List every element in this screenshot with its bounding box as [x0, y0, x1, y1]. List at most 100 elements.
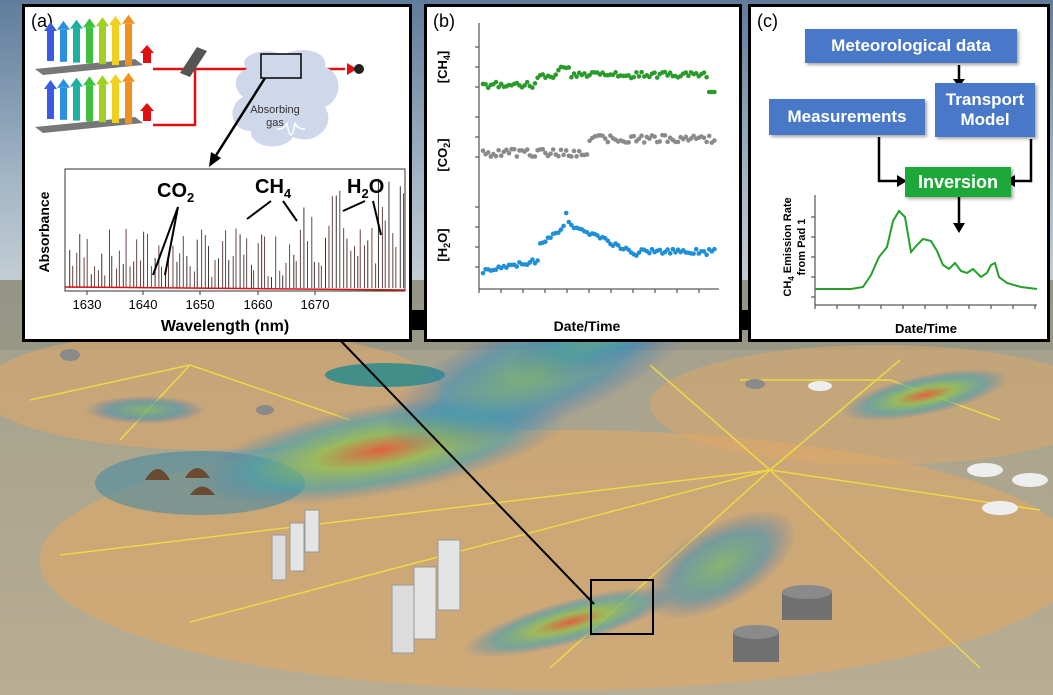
co2-point: [631, 133, 637, 139]
detector-icon: [354, 64, 364, 74]
gas-focus-box: [260, 53, 302, 79]
comb-tooth: [99, 84, 106, 123]
co2-point: [576, 148, 582, 154]
comb-red-tooth: [143, 111, 151, 121]
co2-point: [704, 139, 709, 145]
h2o-point: [558, 227, 564, 232]
h2o-point: [667, 251, 673, 256]
comb-tooth: [47, 89, 54, 119]
comb-tooth: [47, 31, 54, 61]
co2-point: [647, 136, 652, 141]
comb-red-tooth: [143, 53, 151, 63]
panel-b-graphics: [CH4] [CO2] [H2O] Date/Time: [435, 23, 719, 334]
ch4-point: [553, 72, 559, 77]
co2-point: [662, 133, 668, 138]
co2-point: [485, 150, 491, 155]
panel-b-concentration-timeseries: (b) [CH4] [CO2] [H2O] Date/Time: [424, 4, 742, 342]
comb-tooth-head: [122, 72, 135, 82]
comb-tooth: [112, 25, 119, 65]
h2o-point: [665, 247, 670, 252]
molecule-pointer-arrows: [152, 200, 382, 276]
co2-point: [639, 133, 644, 139]
spectrum-ylabel: Absorbance: [36, 191, 52, 272]
spectrum-xtick-label: 1630: [73, 297, 102, 312]
absorbing-gas-label: Absorbing gas: [250, 104, 300, 129]
co2-point: [675, 139, 681, 145]
comb-tooth-head: [83, 76, 96, 86]
spectrum-xtick-label: 1670: [301, 297, 330, 312]
h2o-point: [704, 252, 709, 258]
panel-b-xlabel: Date/Time: [554, 318, 621, 334]
co2-point: [480, 148, 486, 154]
co2-point: [584, 152, 590, 157]
co2-point: [561, 152, 566, 158]
co2-point: [626, 140, 631, 145]
comb-tooth: [125, 81, 132, 124]
comb-red-tooth-head: [140, 45, 154, 53]
ch4-point: [613, 70, 618, 75]
ch4-point: [662, 69, 668, 75]
co2-point: [511, 146, 517, 152]
co2-point: [574, 154, 579, 159]
ch4-point: [493, 79, 499, 85]
transport-model-box: Transport Model: [935, 83, 1035, 137]
h2o-point: [569, 222, 574, 228]
panel-b-ylabel-h2o: [H2O]: [435, 228, 452, 261]
spectrum-axes-frame: [64, 168, 406, 292]
co2-point: [540, 146, 546, 152]
h2o-point: [693, 246, 699, 252]
ch4-point: [524, 79, 530, 85]
comb-tooth-head: [109, 16, 122, 25]
absorbing-gas-cloud: [232, 50, 339, 147]
co2-point: [543, 150, 548, 156]
ch4-point: [550, 75, 556, 80]
dirt-mounds: [145, 468, 215, 495]
gas-to-spectrum-arrow: [213, 77, 267, 158]
spectrum-plot: 1630 1640 1650 1660 1670 Absorbance Waveleng…: [36, 168, 406, 335]
co2-point: [524, 147, 530, 152]
h2o-point: [493, 267, 499, 272]
panel-c-xlabel: Date/Time: [895, 321, 957, 336]
co2-point: [493, 153, 499, 159]
meteorological-data-box: Meteorological data: [805, 29, 1017, 63]
panel-c-ylabel-line2: from Pad 1: [796, 219, 808, 276]
h2o-point: [530, 257, 535, 262]
measurements-box: Measurements: [769, 99, 925, 135]
absorption-dip: [276, 122, 306, 136]
co2-point: [498, 153, 504, 159]
comb-tooth-head: [83, 18, 96, 28]
panel-a-laser-spectroscopy: (a) Absorbing gas 1630 1640 1650: [22, 4, 412, 342]
panel-c-label: (c): [757, 11, 778, 31]
ch4-point: [654, 75, 660, 80]
meas-to-inversion-arrowhead: [897, 175, 907, 187]
co2-point: [569, 154, 574, 159]
emission-rate-line: [815, 209, 1038, 290]
h2o-point: [647, 250, 652, 256]
co2-point: [563, 148, 569, 153]
co2-point: [496, 147, 501, 153]
h2o-point: [615, 243, 621, 248]
h2o-label: H2O: [347, 176, 384, 201]
beam-arrowhead: [347, 63, 357, 75]
panel-a-graphics: Absorbing gas 1630 1640 1650 1660 1670 Absorb…: [35, 14, 406, 335]
co2-point: [548, 151, 553, 157]
flow-arrows: [877, 65, 1033, 225]
ch4-point: [566, 65, 572, 70]
co2-point: [556, 153, 561, 159]
ch4-point: [540, 72, 546, 77]
spectrum-xtick-label: 1660: [244, 297, 273, 312]
co2-point: [558, 147, 564, 153]
co2-point: [657, 139, 663, 144]
ch4-point: [522, 83, 527, 88]
panel-c-inversion-model: (c) CH4 Emission Rate from Pad 1 Date/Ti…: [748, 4, 1050, 342]
co2-point: [665, 139, 670, 145]
ch4-point: [496, 84, 501, 90]
ch4-point: [631, 74, 637, 80]
ch4-point: [574, 74, 579, 79]
co2-point: [683, 134, 689, 140]
h2o-point: [563, 210, 569, 216]
panel-a-label: (a): [31, 11, 53, 31]
beam-splitter-mirror: [180, 47, 207, 77]
ch4-point: [636, 74, 642, 79]
h2o-point: [535, 258, 540, 263]
